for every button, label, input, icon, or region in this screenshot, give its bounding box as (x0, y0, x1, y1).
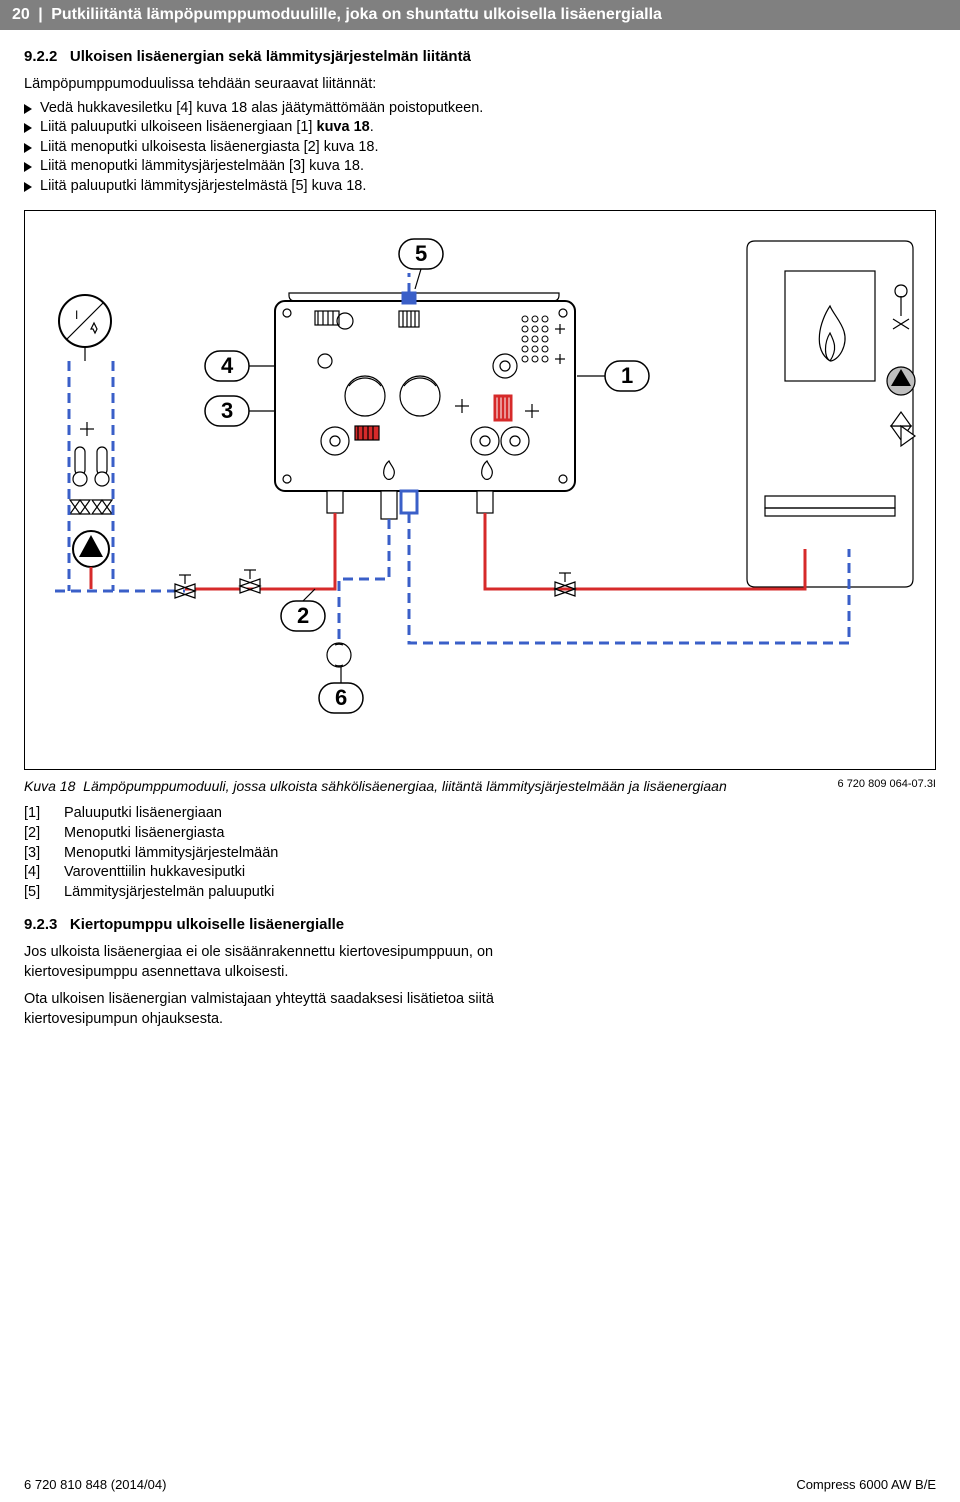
legend-key: [1] (24, 804, 64, 824)
bullet-item: Vedä hukkavesiletku [4] kuva 18 alas jää… (24, 99, 936, 119)
bullet-item: Liitä menoputki ulkoisesta lisäenergiast… (24, 138, 936, 158)
svg-text:4: 4 (221, 353, 234, 378)
callout-1: 1 (577, 361, 649, 391)
section-922-bullets: Vedä hukkavesiletku [4] kuva 18 alas jää… (24, 99, 936, 197)
legend-text: Menoputki lämmitysjärjestelmään (64, 844, 278, 864)
figure-legend: [1]Paluuputki lisäenergiaan[2]Menoputki … (24, 804, 936, 902)
section-923-number: 9.2.3 (24, 916, 57, 933)
legend-text: Paluuputki lisäenergiaan (64, 804, 222, 824)
figure-18: I (24, 210, 936, 770)
page-number: 20 (12, 6, 30, 23)
bullet-text: Liitä menoputki lämmitysjärjestelmään [3… (40, 157, 364, 177)
callout-6: 6 (319, 667, 363, 713)
figure-18-svg: I (25, 211, 935, 769)
figure-doc-ref: 6 720 809 064-07.3I (838, 778, 936, 790)
svg-text:5: 5 (415, 241, 427, 266)
callout-2: 2 (281, 589, 325, 631)
legend-text: Menoputki lisäenergiasta (64, 824, 224, 844)
svg-text:1: 1 (621, 363, 633, 388)
svg-text:6: 6 (335, 685, 347, 710)
triangle-bullet-icon (24, 123, 32, 133)
figure-caption-text: Lämpöpumppumoduuli, jossa ulkoista sähkö… (83, 778, 727, 794)
legend-key: [2] (24, 824, 64, 844)
legend-key: [3] (24, 844, 64, 864)
header-title: Putkiliitäntä lämpöpumppumoduulille, jok… (51, 6, 662, 23)
page-footer: 6 720 810 848 (2014/04) Compress 6000 AW… (24, 1477, 936, 1492)
bullet-item: Liitä menoputki lämmitysjärjestelmään [3… (24, 157, 936, 177)
legend-item: [3]Menoputki lämmitysjärjestelmään (24, 844, 936, 864)
bullet-item: Liitä paluuputki lämmitysjärjestelmästä … (24, 177, 936, 197)
triangle-bullet-icon (24, 162, 32, 172)
callout-5: 5 (399, 239, 443, 289)
section-922-heading: 9.2.2 Ulkoisen lisäenergian sekä lämmity… (24, 48, 936, 65)
triangle-bullet-icon (24, 104, 32, 114)
svg-text:2: 2 (297, 603, 309, 628)
section-923-title: Kiertopumppu ulkoiselle lisäenergialle (70, 916, 344, 933)
legend-key: [5] (24, 883, 64, 903)
svg-text:I: I (75, 308, 78, 322)
triangle-bullet-icon (24, 143, 32, 153)
legend-item: [1]Paluuputki lisäenergiaan (24, 804, 936, 824)
page-content: 9.2.2 Ulkoisen lisäenergian sekä lämmity… (0, 30, 960, 1029)
footer-right: Compress 6000 AW B/E (796, 1477, 936, 1492)
legend-key: [4] (24, 863, 64, 883)
figure-caption: Kuva 18 Lämpöpumppumoduuli, jossa ulkois… (24, 778, 818, 794)
legend-item: [5]Lämmitysjärjestelmän paluuputki (24, 883, 936, 903)
bullet-item: Liitä paluuputki ulkoiseen lisäenergiaan… (24, 118, 936, 138)
section-923-heading: 9.2.3 Kiertopumppu ulkoiselle lisäenergi… (24, 916, 936, 933)
footer-left: 6 720 810 848 (2014/04) (24, 1477, 166, 1492)
legend-item: [4]Varoventtiilin hukkavesiputki (24, 863, 936, 883)
section-922-title: Ulkoisen lisäenergian sekä lämmitysjärje… (70, 48, 471, 65)
bullet-text: Liitä paluuputki lämmitysjärjestelmästä … (40, 177, 366, 197)
bullet-text: Liitä paluuputki ulkoiseen lisäenergiaan… (40, 118, 374, 138)
callout-4: 4 (205, 351, 275, 381)
section-923-para2: Ota ulkoisen lisäenergian valmistajaan y… (24, 990, 604, 1029)
section-922-intro: Lämpöpumppumoduulissa tehdään seuraavat … (24, 75, 936, 95)
legend-item: [2]Menoputki lisäenergiasta (24, 824, 936, 844)
legend-text: Varoventtiilin hukkavesiputki (64, 863, 245, 883)
svg-text:3: 3 (221, 398, 233, 423)
header-separator: | (38, 6, 42, 23)
figure-caption-label: Kuva 18 (24, 778, 75, 794)
triangle-bullet-icon (24, 182, 32, 192)
section-923-para1: Jos ulkoista lisäenergiaa ei ole sisäänr… (24, 943, 604, 982)
bullet-text: Vedä hukkavesiletku [4] kuva 18 alas jää… (40, 99, 483, 119)
figure-caption-row: Kuva 18 Lämpöpumppumoduuli, jossa ulkois… (24, 778, 936, 794)
page-header: 20 | Putkiliitäntä lämpöpumppumoduulille… (0, 0, 960, 30)
section-922-number: 9.2.2 (24, 48, 57, 65)
legend-text: Lämmitysjärjestelmän paluuputki (64, 883, 274, 903)
callout-3: 3 (205, 396, 275, 426)
bullet-text: Liitä menoputki ulkoisesta lisäenergiast… (40, 138, 379, 158)
